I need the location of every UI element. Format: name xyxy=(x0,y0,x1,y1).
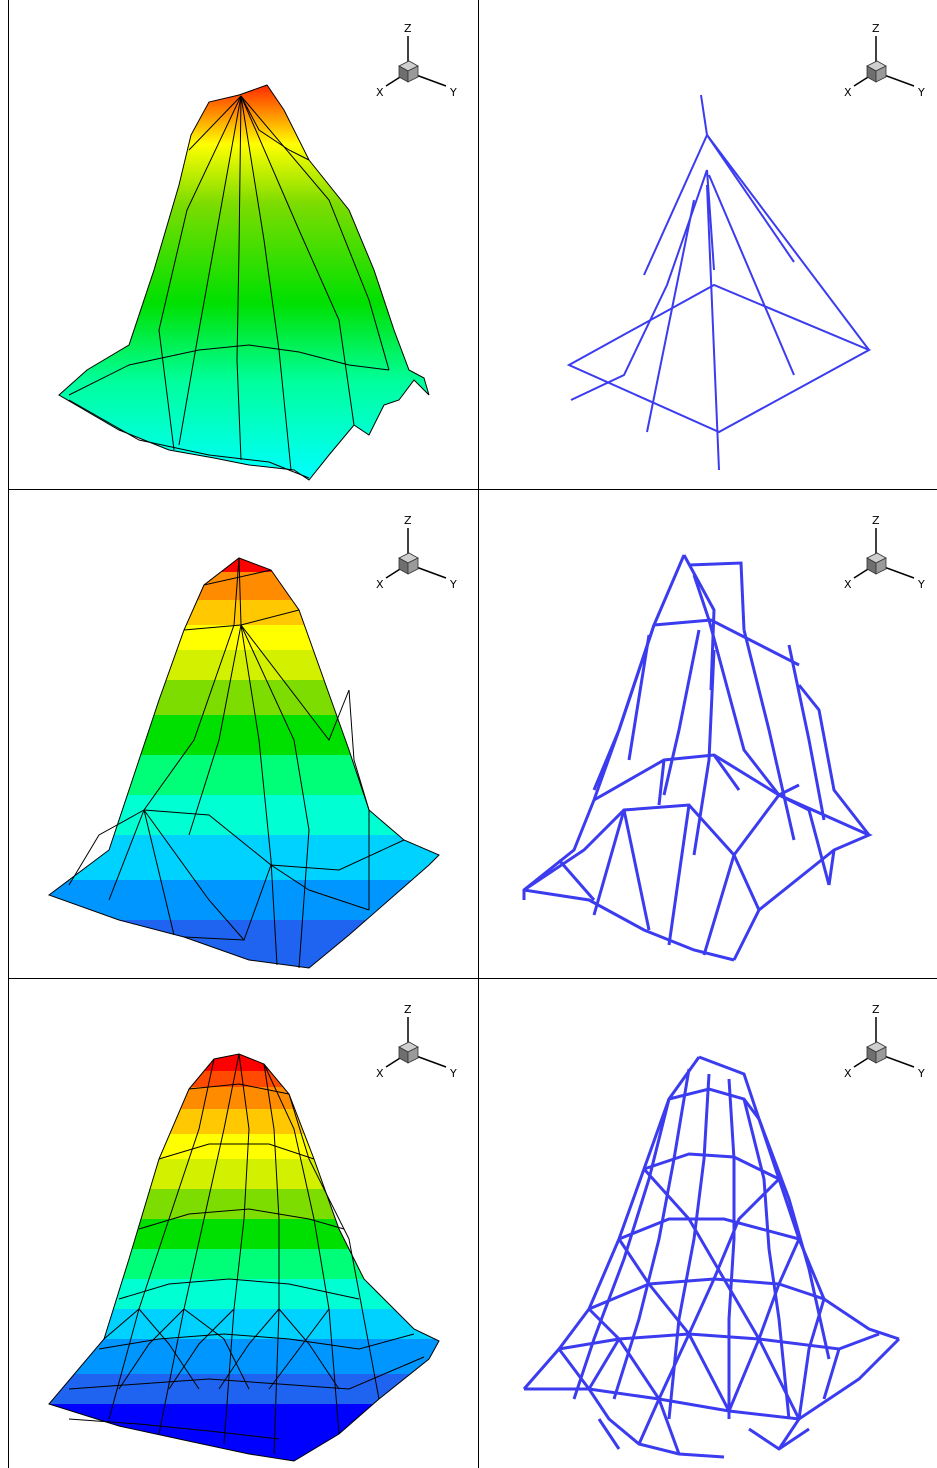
panel-wireframe-fine xyxy=(479,979,937,1468)
surface-plot xyxy=(58,84,430,481)
surface-plot xyxy=(48,1053,440,1462)
frame-left xyxy=(8,0,9,1468)
frame-horizontal-divider-2 xyxy=(8,978,937,979)
mesh-lines xyxy=(48,1053,440,1462)
wireframe-plot xyxy=(522,554,873,962)
panel-surface-coarse xyxy=(9,0,477,489)
wireframe-lines xyxy=(522,554,873,962)
panel-surface-medium xyxy=(9,490,477,979)
mesh-lines xyxy=(68,95,390,479)
surface-shape xyxy=(58,84,430,481)
panel-wireframe-coarse xyxy=(479,0,937,489)
wireframe-plot xyxy=(522,1055,901,1459)
frame-horizontal-divider-1 xyxy=(8,489,937,490)
wireframe-plot xyxy=(566,94,872,471)
mesh-lines xyxy=(47,557,440,969)
wireframe-lines xyxy=(522,1055,901,1459)
panel-surface-fine xyxy=(9,979,477,1468)
panel-wireframe-medium xyxy=(479,490,937,979)
wireframe-lines xyxy=(566,94,872,471)
frame-vertical-divider xyxy=(478,0,479,1468)
surface-plot xyxy=(47,557,440,969)
